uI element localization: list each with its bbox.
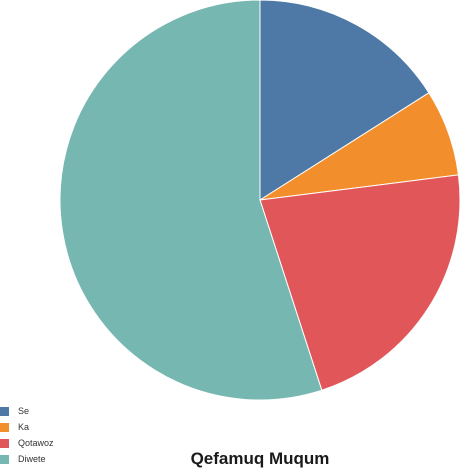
- pie-slice-se[interactable]: [259, 0, 430, 201]
- legend-item-ka: Ka: [0, 419, 54, 435]
- legend-item-diwete: Diwete: [0, 451, 54, 467]
- legend-swatch: [0, 454, 9, 464]
- legend-label: Ka: [18, 422, 30, 432]
- legend-swatch: [0, 406, 9, 416]
- pie-slices: [59, 0, 460, 401]
- legend-item-qotawoz: Qotawoz: [0, 435, 54, 451]
- legend: Se Ka Qotawoz Diwete: [0, 403, 54, 467]
- pie-slice-diwete[interactable]: [59, 0, 323, 401]
- legend-swatch: [0, 438, 9, 448]
- legend-swatch: [0, 422, 9, 432]
- legend-item-se: Se: [0, 403, 54, 419]
- legend-label: Qotawoz: [18, 438, 54, 448]
- legend-label: Se: [18, 406, 30, 416]
- chart-title: Qefamuq Muqum: [190, 449, 330, 468]
- legend-label: Diwete: [18, 454, 46, 464]
